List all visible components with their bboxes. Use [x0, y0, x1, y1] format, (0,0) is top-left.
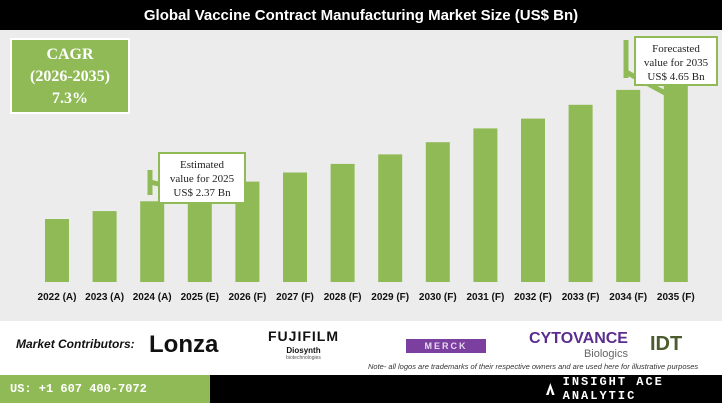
bar-2031-f [473, 128, 498, 282]
fujifilm-sub: Diosynth [286, 346, 321, 355]
x-tick-label: 2023 (A) [85, 292, 124, 303]
x-tick-label: 2030 (F) [419, 292, 457, 303]
idt-logo: IDT [650, 333, 683, 355]
fujifilm-sub2: biotechnologies [286, 355, 321, 361]
fujifilm-name: FUJIFILM [268, 328, 339, 344]
x-tick-label: 2025 (E) [181, 292, 219, 303]
chart-title: Global Vaccine Contract Manufacturing Ma… [0, 0, 722, 30]
cagr-value: 7.3% [52, 90, 88, 107]
bar-2025-e [187, 188, 212, 282]
x-tick-label: 2022 (A) [38, 292, 77, 303]
x-tick-label: 2028 (F) [324, 292, 362, 303]
x-tick-label: 2033 (F) [562, 292, 600, 303]
callout-forecasted-2035: Forecasted value for 2035 US$ 4.65 Bn [634, 36, 718, 86]
merck-logo: MERCK [406, 339, 486, 353]
x-tick-label: 2026 (F) [229, 292, 267, 303]
x-tick-label: 2024 (A) [133, 292, 172, 303]
phone-text: US: +1 607 400-7072 [10, 382, 147, 396]
bar-2033-f [568, 104, 593, 282]
x-tick-label: 2029 (F) [371, 292, 409, 303]
footer-phone: US: +1 607 400-7072 [0, 375, 210, 403]
footer-brand: INSIGHT ACE ANALYTIC [210, 375, 722, 403]
cytovance-logo: CYTOVANCE Biologics [529, 330, 628, 360]
callout-estimated-line3: US$ 2.37 Bn [173, 187, 231, 199]
callout-forecasted-line1: Forecasted [652, 43, 700, 55]
callout-forecasted-line2: value for 2035 [643, 57, 709, 69]
callout-estimated-2025: Estimated value for 2025 US$ 2.37 Bn [158, 152, 246, 204]
bar-2023-a [92, 211, 117, 282]
insight-ace-icon [546, 382, 555, 396]
bar-2022-a [45, 219, 69, 282]
logo-disclaimer: Note- all logos are trademarks of their … [368, 362, 699, 371]
bar-2029-f [378, 154, 403, 282]
x-tick-label: 2032 (F) [514, 292, 552, 303]
x-tick-label: 2031 (F) [467, 292, 505, 303]
bar-2034-f [616, 89, 641, 283]
bar-2032-f [521, 118, 545, 282]
x-tick-labels: 2022 (A) 2023 (A) 2024 (A) 2025 (E) 2026 (F)… [38, 292, 695, 303]
fujifilm-logo: FUJIFILM Diosynth biotechnologies [268, 328, 339, 361]
bar-2028-f [330, 163, 355, 282]
cagr-box: CAGR (2026-2035) 7.3% [10, 38, 130, 114]
callout-estimated-line1: Estimated [180, 159, 224, 171]
bar-2030-f [425, 142, 450, 282]
cagr-title: CAGR [46, 46, 94, 63]
cagr-period: (2026-2035) [30, 68, 110, 85]
callout-estimated-line2: value for 2025 [169, 173, 235, 185]
x-tick-label: 2035 (F) [657, 292, 695, 303]
bar-2024-a [140, 201, 165, 282]
cytovance-name: CYTOVANCE [529, 330, 628, 347]
market-contributors-label: Market Contributors: [16, 337, 135, 351]
bars-group [45, 66, 688, 283]
x-tick-label: 2034 (F) [609, 292, 647, 303]
bar-2027-f [283, 172, 307, 282]
brand-text: INSIGHT ACE ANALYTIC [562, 375, 664, 403]
cytovance-sub: Biologics [583, 348, 628, 360]
x-tick-label: 2027 (F) [276, 292, 314, 303]
lonza-logo: Lonza [149, 331, 219, 358]
bar-2035-f [663, 66, 688, 282]
callout-forecasted-line3: US$ 4.65 Bn [647, 71, 705, 83]
